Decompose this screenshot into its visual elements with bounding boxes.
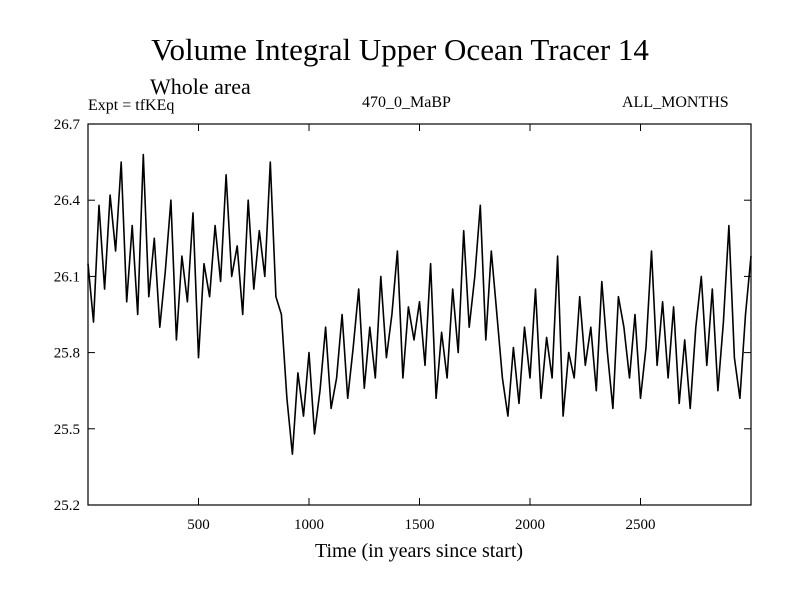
x-tick-label: 500: [187, 517, 210, 533]
x-axis-label: Time (in years since start): [315, 540, 523, 562]
x-tick-label: 2500: [626, 517, 656, 533]
y-tick-label: 26.1: [54, 269, 80, 285]
x-tick-label: 2000: [515, 517, 545, 533]
experiment-label: Expt = tfKEq: [88, 97, 175, 114]
run-label: 470_0_MaBP: [362, 94, 451, 111]
y-tick-label: 26.7: [54, 117, 81, 133]
y-tick-label: 25.8: [54, 346, 80, 362]
y-tick-label: 26.4: [54, 193, 81, 209]
series-line-0: [87, 153, 752, 456]
x-tick-label: 1000: [294, 517, 324, 533]
series-layer: [87, 153, 752, 456]
chart-title: Volume Integral Upper Ocean Tracer 14: [151, 32, 649, 67]
y-tick-label: 25.5: [54, 422, 80, 438]
plot-frame: [87, 123, 752, 506]
months-label: ALL_MONTHS: [622, 94, 729, 111]
tick-layer: 500 1000 1500 2000 2500 25.2 25.5 25.8 26.1 26.4 2…: [54, 117, 751, 533]
x-tick-label: 1500: [405, 517, 435, 533]
chart-subtitle: Whole area: [150, 74, 251, 99]
y-tick-label: 25.2: [54, 498, 80, 514]
